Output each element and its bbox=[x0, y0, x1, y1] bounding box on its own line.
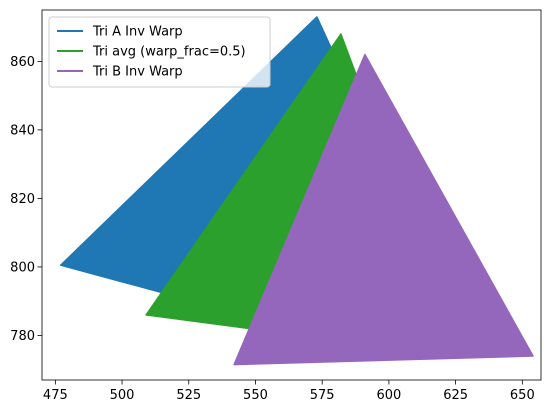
legend: Tri A Inv Warp Tri avg (warp_frac=0.5) Tri… bbox=[48, 16, 271, 88]
y-tick-label: 800 bbox=[10, 260, 35, 275]
plot-area bbox=[59, 16, 534, 366]
y-tick-label: 860 bbox=[10, 55, 35, 70]
x-tick-label: 650 bbox=[510, 388, 535, 403]
y-tick-label: 780 bbox=[10, 329, 35, 344]
x-tick-label: 500 bbox=[110, 388, 135, 403]
y-tick-label: 840 bbox=[10, 123, 35, 138]
axes: 475 500 525 550 575 600 625 650 780 800 820 840 860 bbox=[10, 9, 542, 403]
y-tick-label: 820 bbox=[10, 192, 35, 207]
axes-frame bbox=[41, 9, 542, 381]
x-tick-label: 525 bbox=[176, 388, 201, 403]
x-tick-label: 550 bbox=[243, 388, 268, 403]
x-tick-label: 625 bbox=[443, 388, 468, 403]
legend-label-3: Tri B Inv Warp bbox=[92, 65, 183, 80]
x-tick-label: 600 bbox=[376, 388, 401, 403]
legend-label-1: Tri A Inv Warp bbox=[92, 25, 183, 40]
series-3-polygon bbox=[233, 53, 534, 366]
x-tick-label: 575 bbox=[310, 388, 335, 403]
legend-box bbox=[48, 16, 271, 88]
legend-label-2: Tri avg (warp_frac=0.5) bbox=[92, 45, 246, 60]
x-tick-label: 475 bbox=[43, 388, 68, 403]
